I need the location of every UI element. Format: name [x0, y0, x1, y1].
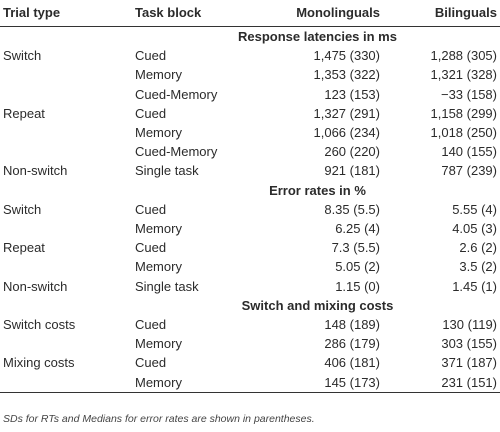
cell-bilinguals: 4.05 (3)	[452, 221, 497, 237]
cell-task-block: Cued	[135, 105, 167, 121]
cell-bilinguals: 303 (155)	[441, 336, 497, 352]
table-row: Switch Cued 8.35 (5.5) 5.55 (4)	[0, 200, 500, 219]
table-row: Memory 1,353 (322) 1,321 (328)	[0, 65, 500, 84]
table-footnote: SDs for RTs and Medians for error rates …	[3, 413, 315, 425]
table-body: Response latencies in ms Switch Cued 1,475 …	[0, 27, 500, 393]
cell-trial-type	[0, 142, 135, 161]
cell-trial-type	[0, 123, 135, 142]
section-header-row: Error rates in %	[0, 181, 500, 200]
table-row: Non-switch Single task 1.15 (0) 1.45 (1)	[0, 277, 500, 296]
cell-task-block: Memory	[135, 372, 253, 393]
table-row: Non-switch Single task 921 (181) 787 (239)	[0, 161, 500, 180]
cell-monolinguals: 260 (220)	[324, 144, 380, 160]
cell-monolinguals: 286 (179)	[324, 336, 380, 352]
table-row: Switch costs Cued 148 (189) 130 (119)	[0, 315, 500, 334]
cell-task-block: Cued	[135, 240, 167, 256]
section-title: Switch and mixing costs	[241, 297, 394, 313]
table-row: Cued-Memory 123 (153) −33 (158)	[0, 85, 500, 104]
table-row: Switch Cued 1,475 (330) 1,288 (305)	[0, 46, 500, 65]
cell-monolinguals: 1,066 (234)	[313, 125, 381, 141]
table-row: Memory 5.05 (2) 3.5 (2)	[0, 257, 500, 276]
cell-task-block: Cued	[135, 317, 167, 333]
cell-trial-type	[0, 334, 135, 353]
cell-bilinguals: 5.55 (4)	[452, 201, 497, 217]
cell-bilinguals: 1,158 (299)	[430, 105, 498, 121]
cell-bilinguals: −33 (158)	[440, 86, 497, 102]
table-row: Repeat Cued 1,327 (291) 1,158 (299)	[0, 104, 500, 123]
cell-bilinguals: 1.45 (1)	[452, 278, 497, 294]
cell-trial-type	[0, 372, 135, 393]
cell-bilinguals: 371 (187)	[441, 355, 497, 371]
cell-monolinguals: 123 (153)	[324, 86, 380, 102]
section-title: Response latencies in ms	[238, 29, 397, 44]
results-table: Trial type Task block Monolinguals Bilin…	[0, 0, 500, 393]
cell-monolinguals: 6.25 (4)	[335, 221, 380, 237]
cell-trial-type	[0, 85, 135, 104]
cell-monolinguals: 7.3 (5.5)	[331, 240, 380, 256]
cell-task-block: Memory	[135, 259, 182, 275]
cell-task-block: Cued	[135, 355, 167, 371]
cell-bilinguals: 140 (155)	[441, 144, 497, 160]
header-task-block: Task block	[135, 0, 253, 27]
cell-task-block: Cued-Memory	[135, 144, 218, 160]
table-row: Mixing costs Cued 406 (181) 371 (187)	[0, 353, 500, 372]
cell-task-block: Single task	[135, 163, 199, 179]
section-header-row: Response latencies in ms	[0, 27, 500, 47]
header-monolinguals: Monolinguals	[253, 0, 380, 27]
cell-trial-type: Mixing costs	[3, 355, 75, 371]
cell-trial-type: Switch costs	[3, 317, 76, 333]
cell-monolinguals: 5.05 (2)	[335, 259, 380, 275]
cell-trial-type: Repeat	[3, 105, 45, 121]
cell-monolinguals: 145 (173)	[253, 372, 380, 393]
cell-trial-type	[0, 257, 135, 276]
cell-bilinguals: 130 (119)	[442, 317, 497, 333]
cell-bilinguals: 231 (151)	[380, 372, 500, 393]
cell-bilinguals: 1,018 (250)	[430, 125, 498, 141]
cell-monolinguals: 1,475 (330)	[313, 48, 381, 64]
table-row: Memory 1,066 (234) 1,018 (250)	[0, 123, 500, 142]
cell-monolinguals: 921 (181)	[324, 163, 380, 179]
table-row: Cued-Memory 260 (220) 140 (155)	[0, 142, 500, 161]
cell-trial-type	[0, 65, 135, 84]
cell-trial-type: Non-switch	[3, 163, 68, 179]
cell-task-block: Memory	[135, 336, 182, 352]
cell-task-block: Memory	[135, 221, 182, 237]
cell-bilinguals: 1,321 (328)	[430, 67, 498, 83]
table-row: Memory 145 (173) 231 (151)	[0, 372, 500, 393]
cell-monolinguals: 1,353 (322)	[313, 67, 381, 83]
table-header: Trial type Task block Monolinguals Bilin…	[0, 0, 500, 27]
header-bilinguals: Bilinguals	[380, 0, 500, 27]
header-row: Trial type Task block Monolinguals Bilin…	[0, 0, 500, 27]
cell-bilinguals: 787 (239)	[441, 163, 497, 179]
cell-task-block: Memory	[135, 67, 182, 83]
section-header-row: Switch and mixing costs	[0, 296, 500, 315]
cell-monolinguals: 406 (181)	[324, 355, 380, 371]
cell-trial-type	[0, 219, 135, 238]
cell-task-block: Cued-Memory	[135, 86, 218, 102]
cell-trial-type: Switch	[3, 201, 42, 217]
cell-task-block: Cued	[135, 201, 167, 217]
cell-bilinguals: 2.6 (2)	[459, 240, 497, 256]
cell-monolinguals: 148 (189)	[324, 317, 380, 333]
cell-trial-type: Non-switch	[3, 278, 68, 294]
section-title: Error rates in %	[269, 182, 366, 198]
cell-bilinguals: 3.5 (2)	[459, 259, 497, 275]
cell-task-block: Single task	[135, 278, 199, 294]
cell-task-block: Memory	[135, 125, 182, 141]
cell-bilinguals: 1,288 (305)	[430, 48, 498, 64]
table-row: Memory 6.25 (4) 4.05 (3)	[0, 219, 500, 238]
cell-monolinguals: 1,327 (291)	[313, 105, 381, 121]
cell-task-block: Cued	[135, 48, 167, 64]
header-trial-type: Trial type	[0, 0, 135, 27]
table-row: Repeat Cued 7.3 (5.5) 2.6 (2)	[0, 238, 500, 257]
table-row: Memory 286 (179) 303 (155)	[0, 334, 500, 353]
cell-trial-type: Repeat	[3, 240, 45, 256]
cell-monolinguals: 8.35 (5.5)	[324, 201, 380, 217]
cell-trial-type: Switch	[3, 48, 42, 64]
cell-monolinguals: 1.15 (0)	[335, 278, 380, 294]
